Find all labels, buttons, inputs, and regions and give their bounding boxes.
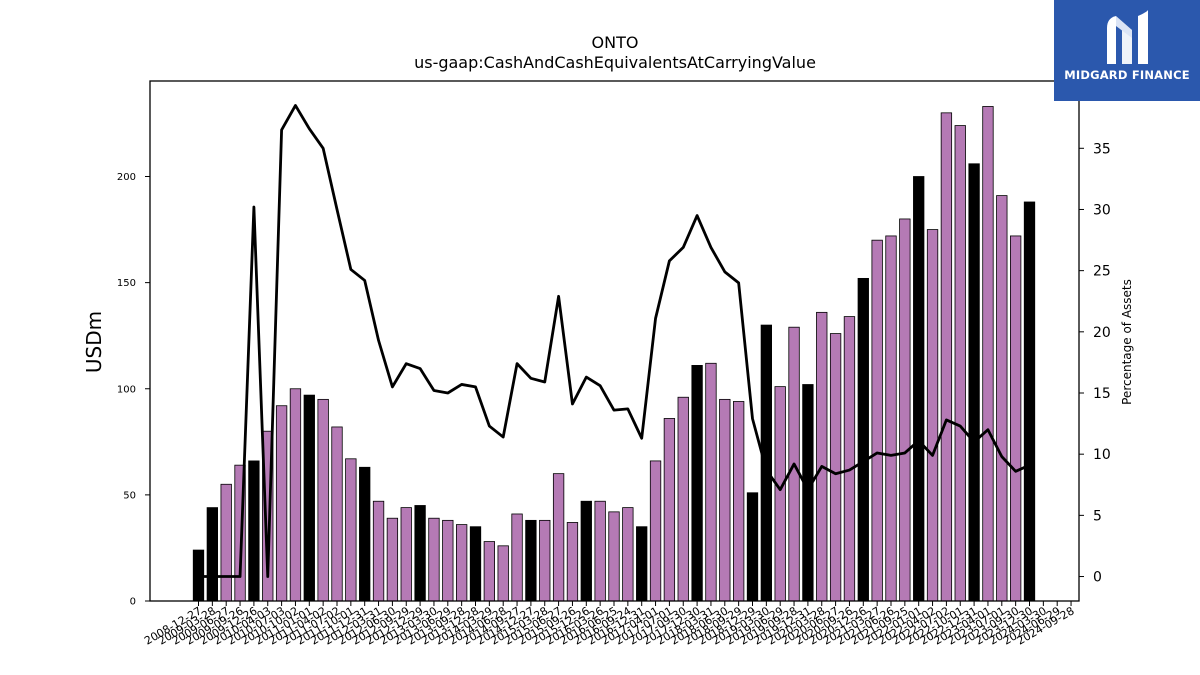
- bar: [622, 507, 634, 602]
- bar: [275, 405, 288, 602]
- bar: [455, 524, 468, 602]
- bar: [497, 545, 509, 602]
- y2-tick-label: 20: [1093, 325, 1111, 341]
- bar: [345, 458, 357, 602]
- brand-name: MIDGARD FINANCE: [1064, 68, 1190, 82]
- bar: [566, 522, 579, 602]
- x-axis: 2008-12-272009-03-282009-06-272009-09-26…: [142, 601, 1077, 648]
- bar: [913, 176, 925, 602]
- y2-axis-label: Percentage of Assets: [1120, 279, 1134, 405]
- bar-series: [192, 106, 1036, 602]
- y2-tick-label: 25: [1093, 264, 1111, 280]
- percentage-line: [198, 104, 1031, 578]
- bar: [400, 507, 412, 602]
- brand-logo: MIDGARD FINANCE: [1054, 0, 1200, 101]
- bar: [996, 195, 1008, 602]
- bar: [331, 426, 343, 602]
- y2-tick-label: 0: [1093, 570, 1102, 586]
- bar: [317, 398, 329, 602]
- bar: [774, 386, 786, 602]
- y-tick-label: 100: [117, 384, 136, 395]
- bar: [982, 106, 994, 602]
- bar: [663, 418, 676, 602]
- bar: [871, 239, 883, 602]
- bar: [649, 460, 662, 602]
- bar: [926, 229, 939, 602]
- bar: [802, 384, 814, 602]
- midgard-m-icon: [1107, 10, 1148, 64]
- y-tick-label: 50: [123, 490, 136, 501]
- left-axis: 0 50 100 150 200: [117, 172, 150, 608]
- y2-tick-label: 35: [1093, 141, 1111, 157]
- y-axis-label: USDm: [82, 311, 106, 373]
- bar: [636, 526, 648, 602]
- bar: [580, 500, 592, 602]
- bar: [372, 500, 385, 602]
- bar: [954, 125, 966, 602]
- y2-tick-label: 15: [1093, 386, 1111, 402]
- bar: [733, 401, 745, 602]
- bar: [359, 466, 371, 602]
- bar: [705, 362, 717, 602]
- bar: [940, 112, 953, 602]
- bar: [303, 394, 315, 602]
- bar: [248, 460, 260, 602]
- bar: [1023, 201, 1036, 602]
- bar: [760, 324, 772, 602]
- bar: [746, 492, 759, 602]
- bar: [469, 526, 482, 602]
- bar: [1010, 235, 1022, 602]
- bar: [552, 473, 565, 602]
- bar: [968, 163, 980, 602]
- chart-subtitle: us-gaap:CashAndCashEquivalentsAtCarrying…: [414, 53, 816, 72]
- bar: [206, 507, 219, 602]
- bar: [691, 365, 703, 602]
- plot-frame: [149, 80, 1080, 602]
- y-tick-label: 200: [117, 172, 136, 183]
- bar: [483, 541, 496, 602]
- bar: [220, 483, 232, 602]
- bar: [539, 519, 551, 602]
- y2-tick-label: 5: [1093, 508, 1102, 524]
- y-tick-label: 150: [117, 278, 136, 289]
- bar: [677, 396, 689, 602]
- bar: [829, 333, 842, 602]
- bar: [442, 519, 454, 602]
- bar: [608, 511, 620, 602]
- chart-title: ONTO: [592, 33, 639, 52]
- bar: [719, 398, 731, 602]
- bar: [885, 235, 897, 602]
- bar: [857, 277, 869, 602]
- line-series: [198, 104, 1031, 578]
- bar: [511, 513, 523, 602]
- bar: [816, 311, 828, 602]
- bar: [525, 519, 537, 602]
- bar: [843, 316, 856, 602]
- bar: [289, 388, 302, 602]
- y-tick-label: 0: [130, 597, 136, 608]
- y2-tick-label: 10: [1093, 447, 1111, 463]
- bar: [899, 218, 911, 602]
- bar: [428, 517, 440, 602]
- y2-tick-label: 30: [1093, 202, 1111, 218]
- right-axis: 0 5 10 15 20 25 30 35: [1079, 141, 1111, 586]
- bar: [594, 500, 606, 602]
- bar: [414, 505, 426, 602]
- bar: [386, 517, 399, 602]
